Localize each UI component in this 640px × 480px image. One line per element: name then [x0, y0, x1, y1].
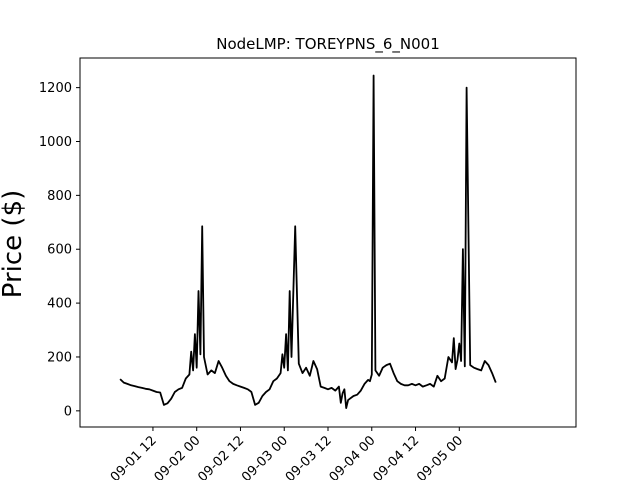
chart-title: NodeLMP: TOREYPNS_6_N001 — [216, 35, 440, 54]
plot-frame — [79, 57, 577, 428]
series-line — [119, 74, 497, 409]
y-tick-label: 1200 — [39, 81, 72, 96]
y-tick-label: 800 — [47, 189, 72, 204]
y-tick-label: 1000 — [39, 135, 72, 150]
y-tick-label: 200 — [47, 350, 72, 365]
y-axis-label: Price ($) — [0, 190, 28, 299]
y-tick-label: 0 — [64, 404, 72, 419]
y-tick-label: 400 — [47, 297, 72, 312]
y-axis: 0 200 400 600 800 1000 1200 — [39, 81, 80, 419]
y-tick-label: 600 — [47, 243, 72, 258]
x-tick-label: 09-05 00 — [414, 433, 466, 480]
